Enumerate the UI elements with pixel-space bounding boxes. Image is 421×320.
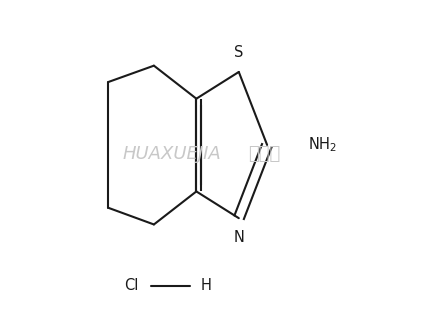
Text: HUAXUEJIA: HUAXUEJIA	[123, 145, 221, 163]
Text: N: N	[233, 230, 244, 245]
Text: 化学加: 化学加	[248, 145, 280, 163]
Text: H: H	[201, 278, 212, 293]
Text: Cl: Cl	[124, 278, 138, 293]
Text: NH$_2$: NH$_2$	[308, 136, 337, 154]
Text: S: S	[234, 45, 243, 60]
